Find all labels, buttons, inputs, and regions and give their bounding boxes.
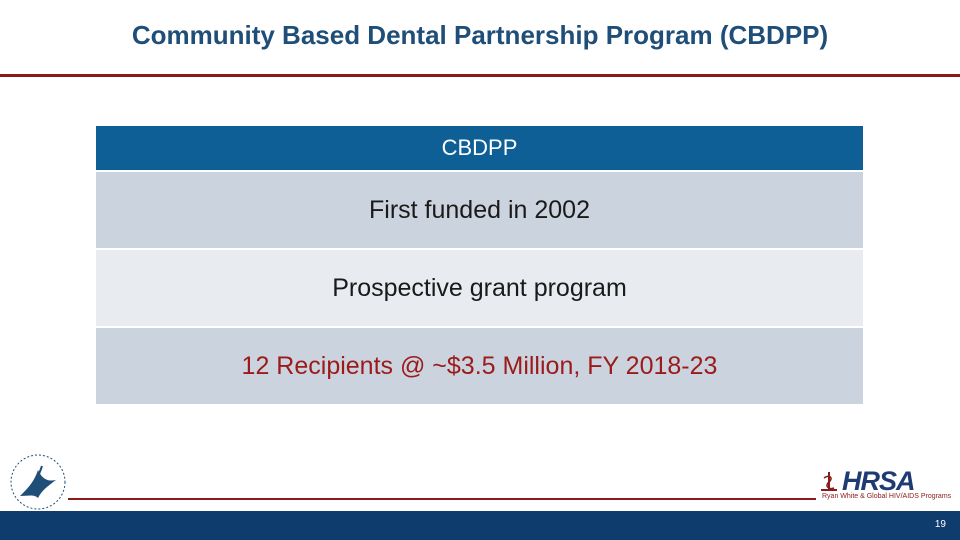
title-divider xyxy=(0,74,960,77)
caduceus-icon xyxy=(821,472,837,491)
table-header: CBDPP xyxy=(96,126,863,170)
hhs-seal-icon xyxy=(10,454,66,510)
hrsa-wordmark: HRSA xyxy=(842,466,916,496)
table-row: Prospective grant program xyxy=(96,248,863,326)
footer-divider xyxy=(68,498,816,500)
hrsa-logo: HRSA Ryan White & Global HIV/AIDS Progra… xyxy=(818,466,951,504)
footer-bar: 19 xyxy=(0,511,960,540)
table-row: 12 Recipients @ ~$3.5 Million, FY 2018-2… xyxy=(96,326,863,404)
slide-title: Community Based Dental Partnership Progr… xyxy=(131,20,829,50)
info-table: CBDPP First funded in 2002 Prospective g… xyxy=(96,126,863,404)
hrsa-subtitle: Ryan White & Global HIV/AIDS Programs xyxy=(822,493,952,500)
table-row: First funded in 2002 xyxy=(96,170,863,248)
page-number: 19 xyxy=(934,519,946,530)
